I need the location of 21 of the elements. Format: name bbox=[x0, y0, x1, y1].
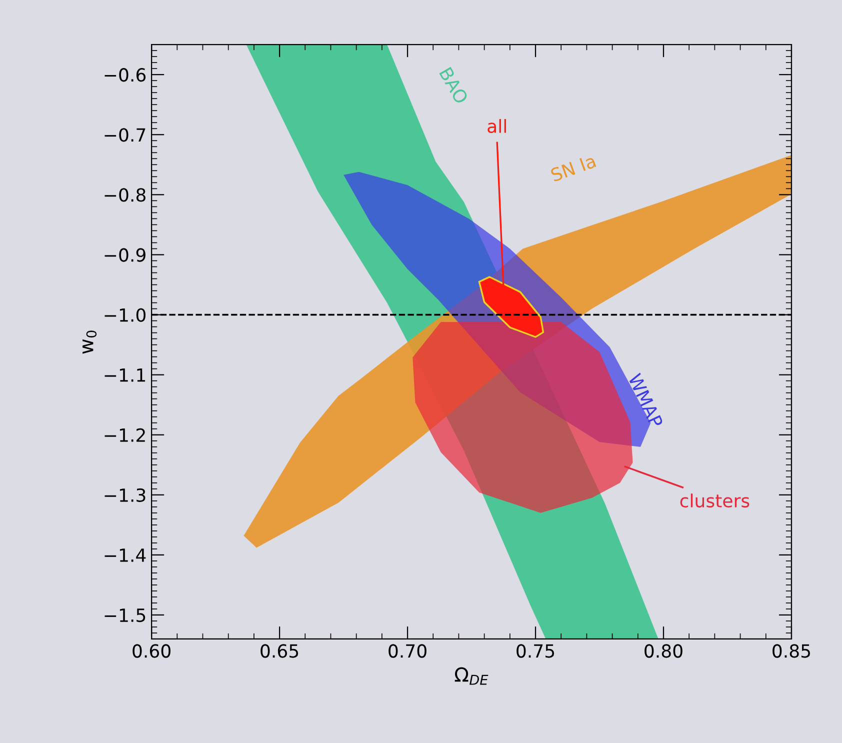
y-axis-title: w$_{0}$ bbox=[82, 330, 97, 354]
y-tick-label: −0.8 bbox=[104, 188, 146, 202]
text: SN Ia bbox=[550, 154, 596, 182]
y-tick-label: −0.6 bbox=[104, 68, 146, 82]
x-tick-label: 0.75 bbox=[516, 644, 554, 658]
y-tick-label: −1.1 bbox=[104, 368, 146, 382]
x-tick-label: 0.60 bbox=[132, 644, 170, 658]
y-tick-label: −1.3 bbox=[104, 488, 146, 502]
y-tick-label: −0.9 bbox=[104, 248, 146, 262]
y-tick-label: −1.2 bbox=[104, 428, 145, 442]
y-tick-label: −1.5 bbox=[104, 608, 146, 622]
y-tick-label: −0.7 bbox=[104, 128, 146, 142]
y-tick-label: −1.0 bbox=[104, 308, 146, 322]
x-tick-label: 0.80 bbox=[644, 644, 682, 658]
text: clusters bbox=[680, 494, 750, 508]
y-tick-label: −1.4 bbox=[104, 548, 146, 562]
x-axis-title: Ω$_{DE}$ bbox=[454, 667, 488, 685]
text: all bbox=[488, 119, 506, 134]
x-tick-label: 0.70 bbox=[388, 644, 426, 658]
x-tick-label: 0.65 bbox=[260, 644, 298, 658]
x-tick-label: 0.85 bbox=[772, 644, 810, 658]
